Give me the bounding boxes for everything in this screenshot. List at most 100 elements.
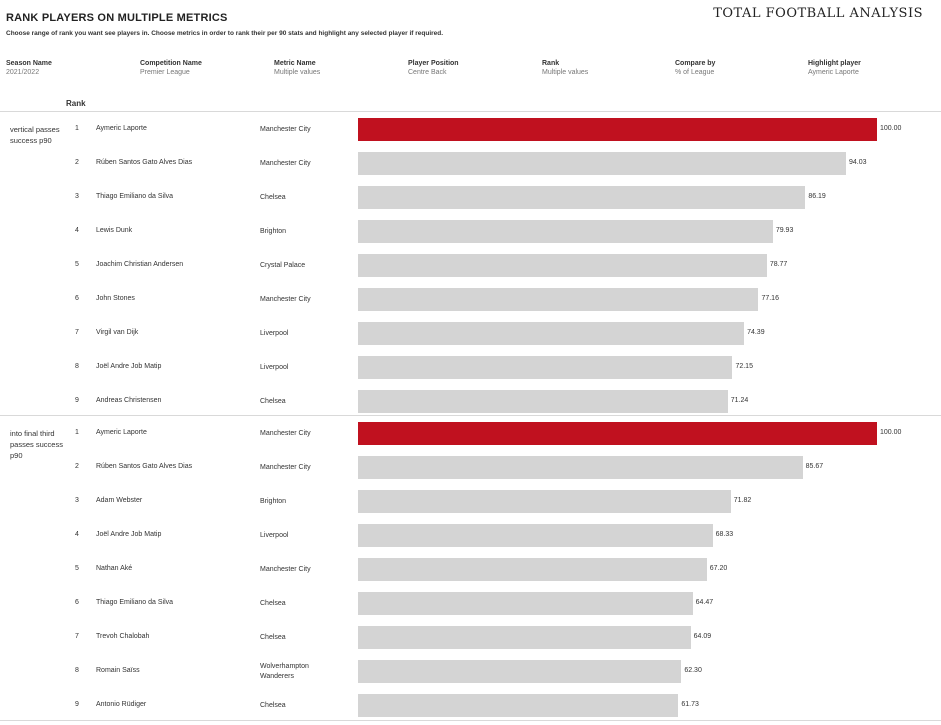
bar-value-label: 86.19 — [808, 192, 826, 200]
bar-value-label: 72.15 — [735, 362, 753, 370]
rank-column-header: Rank — [66, 99, 86, 108]
filter-season-label: Season Name — [6, 60, 52, 67]
club-name: Crystal Palace — [260, 261, 306, 269]
club-name: Chelsea — [260, 633, 286, 641]
player-name: Nathan Aké — [96, 564, 133, 572]
rank-number: 1 — [75, 124, 79, 132]
bar[interactable] — [358, 490, 731, 513]
club-name: Manchester City — [260, 159, 311, 167]
filter-compare-by-value[interactable]: % of League — [675, 69, 715, 76]
filter-position[interactable]: Player Position Centre Back — [408, 60, 459, 76]
bar-value-label: 100.00 — [880, 428, 902, 436]
player-name: Rúben Santos Gato Alves Dias — [96, 462, 193, 470]
filter-highlight-player[interactable]: Highlight player Aymeric Laporte — [808, 60, 861, 76]
rank-number: 5 — [75, 564, 79, 572]
player-name: Joël Andre Job Matip — [96, 362, 162, 370]
brand-logo: TOTAL FOOTBALL ANALYSIS — [713, 6, 923, 21]
bar-value-label: 78.77 — [769, 260, 788, 268]
rank-number: 2 — [75, 158, 79, 166]
bar-value-label: 79.93 — [775, 226, 794, 234]
rank-number: 7 — [75, 328, 79, 336]
filter-compare-by[interactable]: Compare by % of League — [675, 60, 715, 76]
bar[interactable] — [358, 390, 728, 413]
filter-highlight-player-value[interactable]: Aymeric Laporte — [808, 69, 859, 76]
player-name: Antonio Rüdiger — [96, 700, 147, 708]
bar-value-label: 68.33 — [715, 530, 734, 538]
player-name: Thiago Emiliano da Silva — [96, 192, 174, 200]
filter-season[interactable]: Season Name 2021/2022 — [6, 60, 52, 76]
group-separator — [0, 111, 941, 112]
bar[interactable] — [358, 592, 693, 615]
bar[interactable] — [358, 694, 679, 717]
player-name: Trevoh Chalobah — [96, 632, 150, 640]
bar[interactable] — [358, 456, 803, 479]
club-name: Liverpool — [260, 329, 289, 337]
bar-value-label: 64.09 — [693, 632, 712, 640]
rank-number: 1 — [75, 428, 79, 436]
player-name: Andreas Christensen — [96, 396, 162, 404]
filter-season-value[interactable]: 2021/2022 — [6, 69, 40, 76]
player-name: Romain Saïss — [96, 666, 140, 674]
rank-number: 8 — [75, 362, 79, 370]
bar[interactable] — [358, 422, 877, 445]
club-name: Manchester City — [260, 125, 311, 133]
bar[interactable] — [358, 626, 691, 649]
bar[interactable] — [358, 220, 773, 243]
club-name: Chelsea — [260, 193, 286, 201]
filter-compare-by-label: Compare by — [675, 60, 716, 67]
club-name: Liverpool — [260, 531, 289, 539]
player-name: Virgil van Dijk — [96, 328, 139, 336]
rank-number: 6 — [75, 598, 79, 606]
metric-label: into final third passes success p90 — [10, 429, 63, 460]
rank-number: 6 — [75, 294, 79, 302]
bar[interactable] — [358, 152, 847, 175]
bar[interactable] — [358, 118, 877, 141]
bar[interactable] — [358, 524, 713, 547]
filter-competition[interactable]: Competition Name Premier League — [140, 60, 202, 76]
bar-value-label: 100.00 — [880, 124, 902, 132]
bar[interactable] — [358, 558, 707, 581]
player-name: Adam Webster — [96, 496, 143, 504]
bar-value-label: 61.73 — [681, 700, 699, 708]
bar[interactable] — [358, 254, 767, 277]
rank-number: 4 — [75, 530, 79, 538]
filter-position-value[interactable]: Centre Back — [408, 69, 447, 76]
bar[interactable] — [358, 356, 733, 379]
player-name: Joël Andre Job Matip — [96, 530, 162, 538]
bar[interactable] — [358, 186, 806, 209]
player-name: Rúben Santos Gato Alves Dias — [96, 158, 193, 166]
player-name: John Stones — [96, 294, 135, 302]
bar-value-label: 74.39 — [747, 328, 765, 336]
filter-competition-value[interactable]: Premier League — [140, 69, 190, 76]
bar[interactable] — [358, 660, 682, 683]
rank-number: 5 — [75, 260, 79, 268]
player-name: Joachim Christian Andersen — [96, 260, 184, 268]
club-name: Manchester City — [260, 463, 311, 471]
filter-rank-value[interactable]: Multiple values — [542, 69, 589, 76]
page-title: RANK PLAYERS ON MULTIPLE METRICS — [6, 12, 228, 24]
filter-metric[interactable]: Metric Name Multiple values — [274, 60, 320, 76]
rank-number: 9 — [75, 396, 79, 404]
club-name: Chelsea — [260, 701, 286, 709]
filter-rank[interactable]: Rank Multiple values — [542, 60, 588, 76]
rank-number: 8 — [75, 666, 79, 674]
bar-value-label: 67.20 — [709, 564, 728, 572]
filter-competition-label: Competition Name — [140, 60, 202, 67]
bar-value-label: 85.67 — [805, 462, 824, 470]
player-name: Lewis Dunk — [96, 226, 133, 234]
rank-number: 9 — [75, 700, 79, 708]
group-separator — [0, 415, 941, 416]
player-name: Aymeric Laporte — [96, 428, 147, 436]
rank-number: 7 — [75, 632, 79, 640]
club-name: Chelsea — [260, 397, 286, 405]
bar-value-label: 62.30 — [684, 666, 702, 674]
filter-metric-label: Metric Name — [274, 60, 316, 67]
bar[interactable] — [358, 322, 745, 345]
club-name: Manchester City — [260, 429, 311, 437]
group-separator — [0, 720, 941, 721]
bar-value-label: 64.47 — [695, 598, 714, 606]
metric-label: vertical passes success p90 — [10, 125, 60, 145]
filter-position-label: Player Position — [408, 60, 459, 67]
filter-metric-value[interactable]: Multiple values — [274, 69, 321, 76]
bar[interactable] — [358, 288, 759, 311]
